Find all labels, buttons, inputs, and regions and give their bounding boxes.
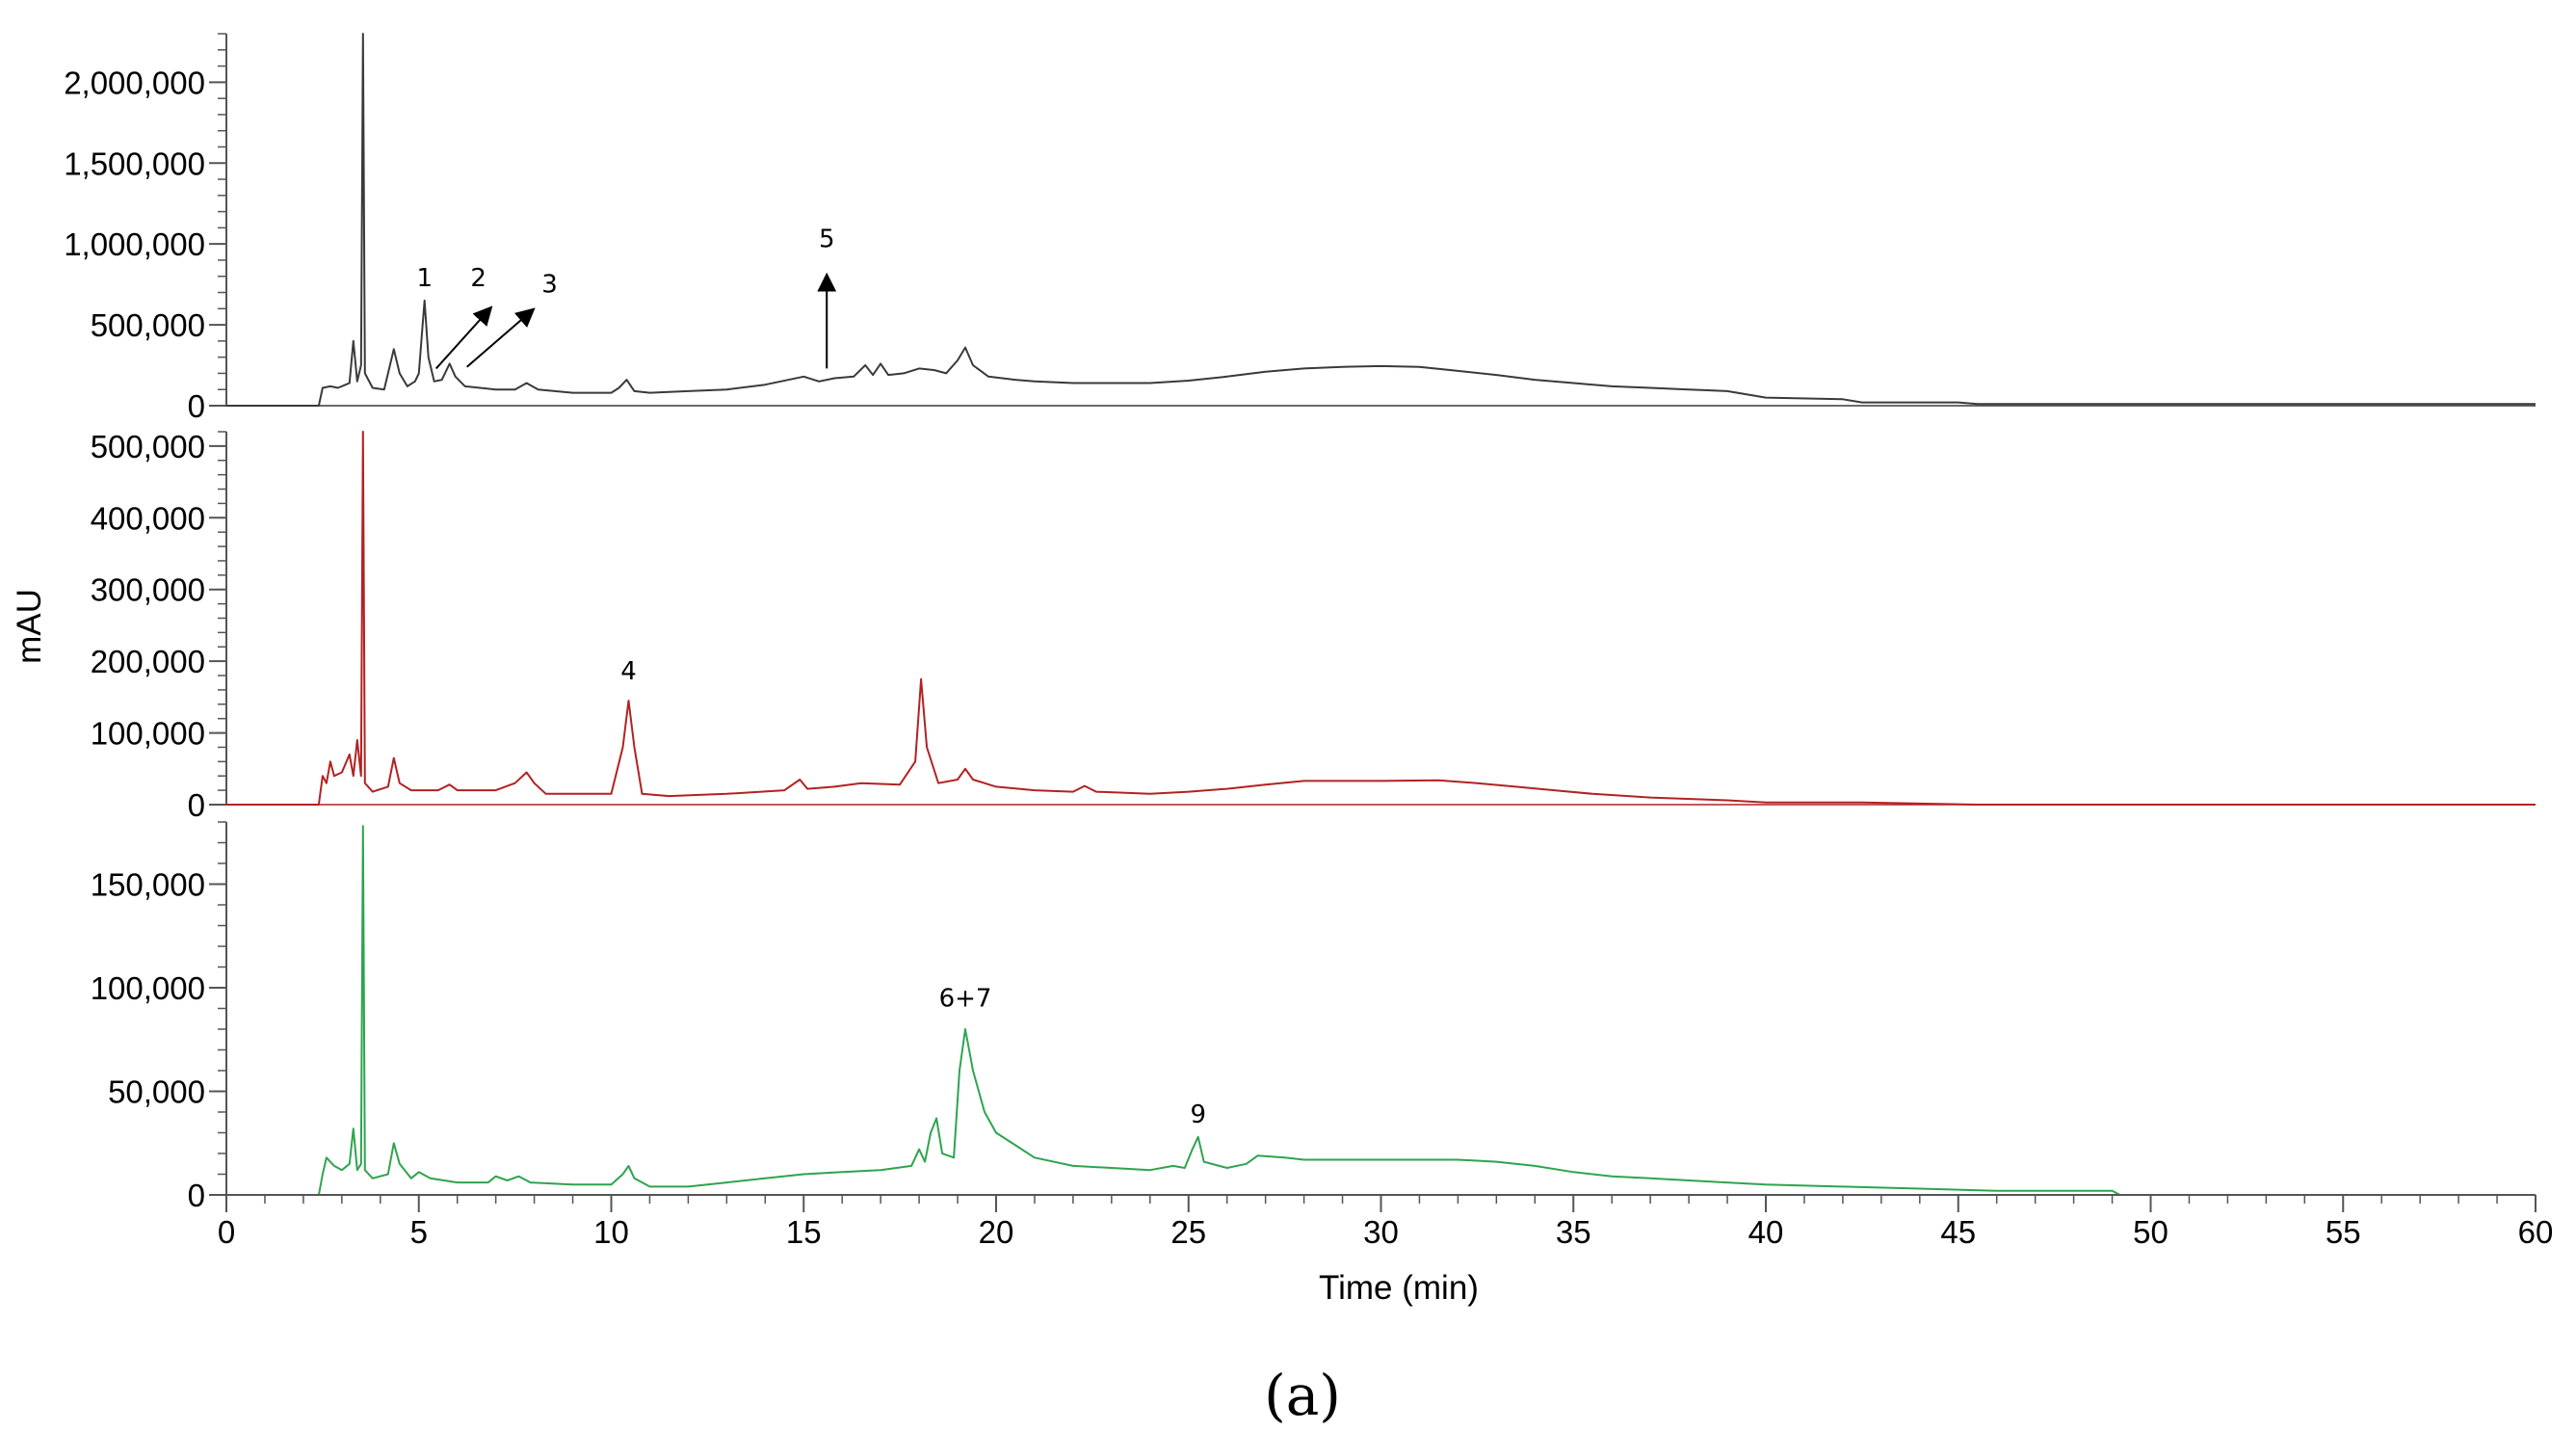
- x-tick-label: 50: [2133, 1214, 2169, 1250]
- y-tick-label: 500,000: [91, 307, 205, 343]
- y-tick-label: 500,000: [91, 429, 205, 464]
- chromatogram-trace: [226, 431, 2536, 806]
- peak-label: 4: [620, 657, 637, 686]
- figure-caption: (a): [1264, 1363, 1341, 1428]
- x-tick-label: 30: [1363, 1214, 1399, 1250]
- chromatogram-panel-3: 0 50,000 100,000 150,000 6+7 9: [91, 821, 2536, 1213]
- x-tick-label: 60: [2518, 1214, 2554, 1250]
- y-tick-label: 2,000,000: [64, 65, 205, 100]
- y-axis-title: mAU: [11, 589, 48, 664]
- x-tick-label: 40: [1748, 1214, 1784, 1250]
- y-tick-label: 100,000: [91, 716, 205, 752]
- chromatogram-trace: [226, 33, 2536, 407]
- peak-label: 3: [541, 271, 558, 300]
- x-tick-label: 0: [218, 1214, 235, 1250]
- chromatogram-trace: [226, 825, 2536, 1196]
- y-tick-label: 1,000,000: [64, 226, 205, 262]
- peak-label: 9: [1190, 1100, 1206, 1129]
- x-tick-label: 10: [593, 1214, 629, 1250]
- y-tick-label: 200,000: [91, 644, 205, 679]
- peak-label: 5: [819, 225, 835, 254]
- y-tick-label: 100,000: [91, 970, 205, 1006]
- chromatogram-panel-2: 0 100,000 200,000 300,000 400,000 500,000 4: [91, 429, 2536, 823]
- peak-arrow: [466, 307, 536, 368]
- chromatogram-panel-1: 0 500,000 1,000,000 1,500,000 2,000,000 1 2 3 5: [64, 33, 2536, 424]
- y-tick-label: 150,000: [91, 867, 205, 903]
- y-tick-label: 0: [188, 1178, 205, 1213]
- y-tick-label: 400,000: [91, 500, 205, 536]
- peak-label: 2: [470, 264, 486, 293]
- peak-label: 1: [416, 264, 433, 293]
- x-tick-label: 25: [1170, 1214, 1206, 1250]
- x-tick-label: 55: [2326, 1214, 2361, 1250]
- x-tick-label: 5: [410, 1214, 428, 1250]
- peak-label: 6+7: [939, 984, 992, 1013]
- x-tick-label: 35: [1556, 1214, 1591, 1250]
- y-tick-label: 300,000: [91, 572, 205, 608]
- y-tick-label: 1,500,000: [64, 146, 205, 181]
- x-tick-label: 15: [786, 1214, 822, 1250]
- x-tick-label: 20: [979, 1214, 1014, 1250]
- x-tick-label: 45: [1940, 1214, 1976, 1250]
- y-tick-label: 0: [188, 388, 205, 424]
- y-tick-label: 0: [188, 787, 205, 823]
- x-axis-title: Time (min): [1319, 1269, 1479, 1307]
- y-tick-label: 50,000: [108, 1074, 205, 1110]
- peak-arrow: [434, 305, 493, 370]
